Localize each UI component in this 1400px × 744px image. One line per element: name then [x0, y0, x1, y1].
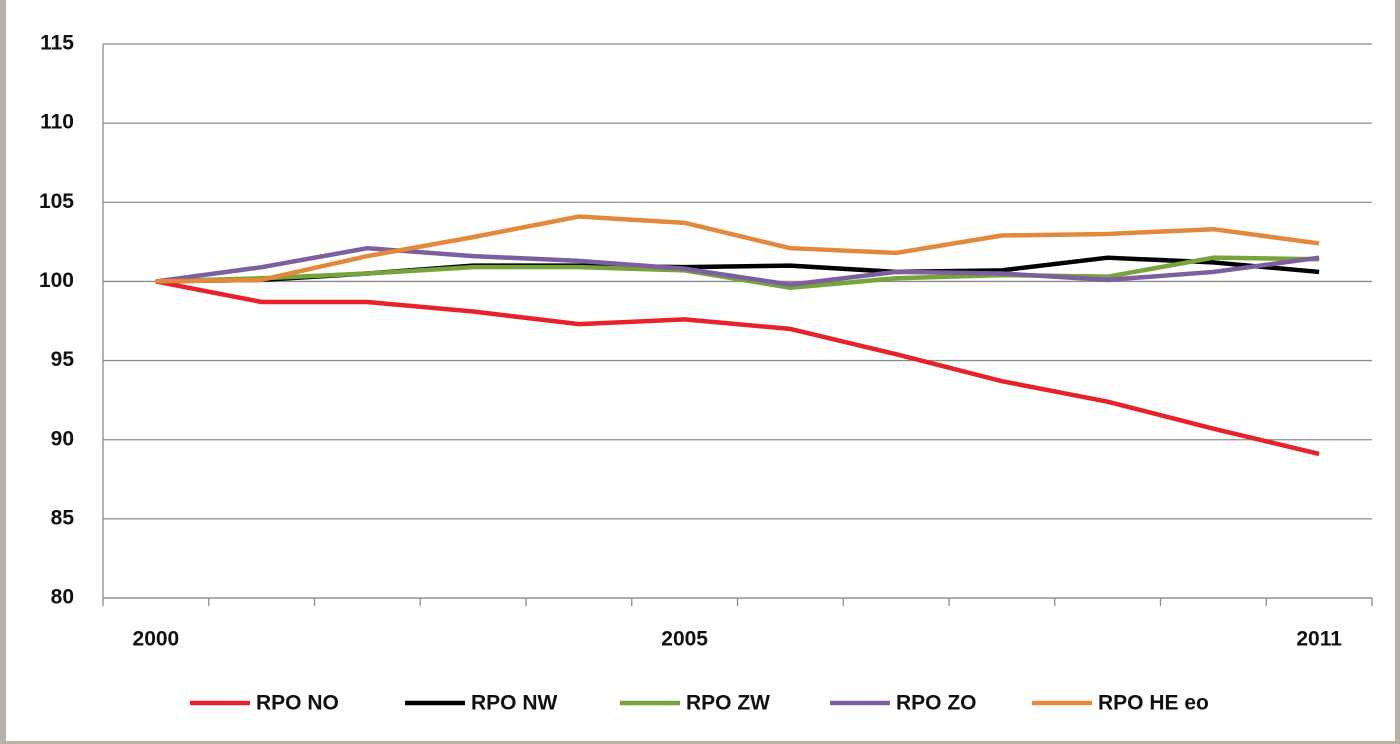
- legend-label: RPO NW: [471, 692, 558, 715]
- y-tick-label: 95: [51, 348, 75, 371]
- y-tick-label: 105: [39, 190, 74, 213]
- series-line: [155, 279, 1320, 457]
- legend-label: RPO ZO: [896, 692, 977, 715]
- y-tick-label: 85: [51, 506, 75, 529]
- x-tick-label: 2000: [133, 628, 180, 651]
- y-tick-label: 90: [51, 427, 74, 450]
- y-tick-label: 80: [51, 586, 74, 609]
- y-tick-label: 115: [40, 32, 74, 55]
- series-line: [155, 255, 1320, 291]
- series-line: [155, 245, 1320, 287]
- legend-label: RPO HE eo: [1098, 692, 1209, 715]
- legend-label: RPO ZW: [686, 692, 770, 715]
- series-line: [155, 214, 1320, 284]
- x-tick-label: 2005: [661, 628, 708, 651]
- legend-label: RPO NO: [256, 692, 339, 715]
- y-tick-label: 100: [39, 269, 74, 292]
- x-tick-label: 2011: [1296, 628, 1342, 651]
- y-tick-label: 110: [40, 111, 74, 134]
